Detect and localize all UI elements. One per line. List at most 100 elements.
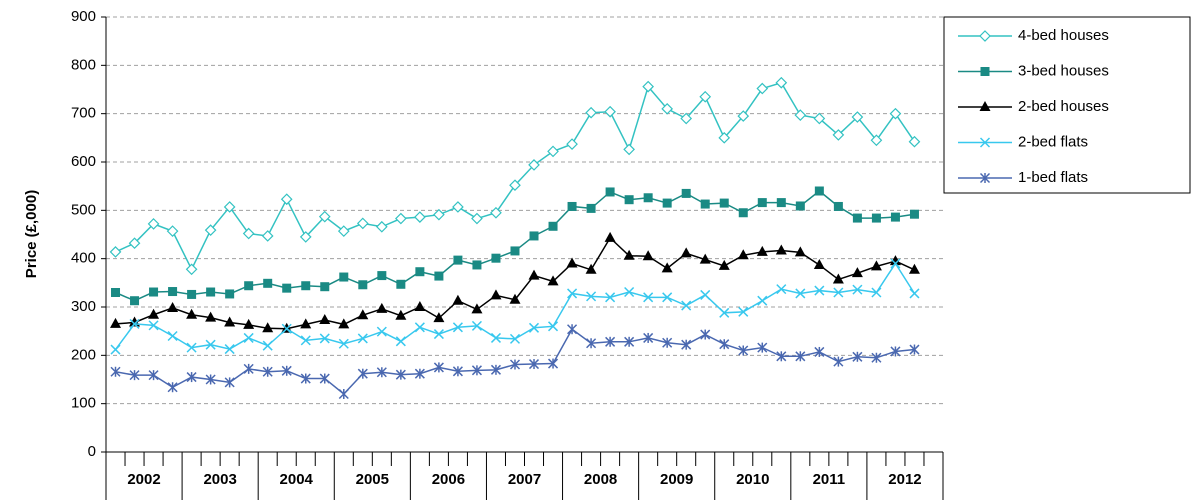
data-point bbox=[147, 218, 160, 230]
marker-shape bbox=[147, 218, 160, 230]
marker-shape bbox=[547, 145, 559, 158]
data-point bbox=[338, 318, 350, 329]
marker-shape bbox=[814, 186, 824, 196]
data-point bbox=[776, 284, 787, 295]
marker-shape bbox=[585, 263, 597, 274]
marker-shape bbox=[243, 332, 254, 343]
marker-shape bbox=[813, 258, 825, 269]
legend-label: 4-bed houses bbox=[1018, 27, 1109, 44]
marker-shape bbox=[510, 246, 520, 256]
data-point bbox=[871, 352, 882, 363]
marker-shape bbox=[548, 321, 559, 332]
marker-shape bbox=[243, 318, 255, 329]
marker-shape bbox=[225, 289, 235, 299]
data-point bbox=[814, 346, 825, 357]
data-point bbox=[852, 213, 862, 223]
data-point bbox=[776, 198, 786, 208]
marker-shape bbox=[585, 106, 597, 119]
data-point bbox=[719, 198, 729, 208]
marker-shape bbox=[605, 292, 616, 303]
marker-shape bbox=[453, 255, 463, 265]
marker-shape bbox=[909, 288, 920, 299]
marker-shape bbox=[186, 342, 197, 353]
data-point bbox=[852, 284, 863, 295]
y-tick-label: 100 bbox=[71, 395, 96, 412]
marker-shape bbox=[186, 308, 198, 319]
marker-shape bbox=[567, 201, 577, 211]
marker-shape bbox=[681, 300, 692, 311]
data-point bbox=[662, 198, 672, 208]
data-point bbox=[396, 279, 406, 289]
y-tick-label: 700 bbox=[71, 105, 96, 122]
data-point bbox=[433, 312, 445, 323]
data-point bbox=[700, 199, 710, 209]
data-point bbox=[757, 342, 768, 353]
marker-shape bbox=[111, 288, 121, 297]
marker-shape bbox=[414, 301, 426, 311]
data-point bbox=[718, 131, 731, 144]
year-label: 2004 bbox=[280, 471, 314, 488]
data-point bbox=[756, 82, 769, 95]
data-point bbox=[186, 308, 198, 319]
marker-shape bbox=[148, 308, 160, 319]
data-point bbox=[643, 193, 653, 203]
marker-shape bbox=[320, 282, 330, 292]
marker-shape bbox=[814, 285, 825, 296]
data-point bbox=[586, 203, 596, 213]
data-point bbox=[528, 359, 540, 370]
data-point bbox=[167, 330, 178, 342]
data-point bbox=[662, 337, 673, 348]
data-point bbox=[204, 224, 217, 236]
marker-shape bbox=[548, 221, 558, 231]
data-point bbox=[870, 260, 882, 271]
data-point bbox=[700, 329, 711, 340]
marker-shape bbox=[205, 311, 217, 322]
data-point bbox=[224, 377, 235, 388]
marker-shape bbox=[490, 332, 501, 343]
legend-marker bbox=[979, 101, 991, 111]
data-point bbox=[661, 262, 673, 273]
marker-shape bbox=[566, 138, 578, 150]
marker-shape bbox=[908, 135, 921, 148]
marker-shape bbox=[261, 230, 274, 242]
legend-label: 2-bed houses bbox=[1018, 98, 1109, 115]
marker-shape bbox=[833, 201, 843, 211]
marker-shape bbox=[980, 67, 990, 76]
marker-shape bbox=[206, 287, 216, 297]
year-label: 2007 bbox=[508, 471, 541, 488]
data-point bbox=[909, 209, 919, 219]
data-point bbox=[605, 336, 616, 347]
marker-shape bbox=[339, 272, 349, 282]
data-point bbox=[414, 301, 426, 311]
y-tick-label: 0 bbox=[88, 443, 96, 460]
marker-shape bbox=[624, 195, 634, 205]
data-point bbox=[356, 217, 369, 230]
data-point bbox=[168, 287, 178, 297]
marker-shape bbox=[908, 263, 920, 274]
marker-shape bbox=[832, 129, 845, 141]
data-point bbox=[548, 321, 559, 332]
marker-shape bbox=[130, 296, 140, 306]
data-point bbox=[567, 201, 577, 211]
data-point bbox=[889, 107, 902, 120]
data-point bbox=[148, 370, 159, 381]
data-point bbox=[681, 339, 692, 350]
data-point bbox=[794, 246, 806, 257]
data-point bbox=[357, 309, 369, 320]
marker-shape bbox=[433, 208, 445, 221]
data-point bbox=[832, 129, 845, 141]
data-point bbox=[871, 213, 881, 223]
data-point bbox=[529, 231, 539, 241]
data-point bbox=[395, 369, 406, 380]
marker-shape bbox=[813, 112, 826, 125]
data-point bbox=[224, 316, 236, 327]
marker-shape bbox=[718, 131, 731, 144]
data-point bbox=[795, 288, 806, 299]
marker-shape bbox=[642, 250, 654, 261]
marker-shape bbox=[700, 199, 710, 209]
marker-shape bbox=[187, 289, 197, 299]
data-point bbox=[509, 333, 521, 344]
data-point bbox=[813, 112, 826, 125]
data-point bbox=[794, 109, 807, 121]
marker-shape bbox=[586, 203, 596, 213]
